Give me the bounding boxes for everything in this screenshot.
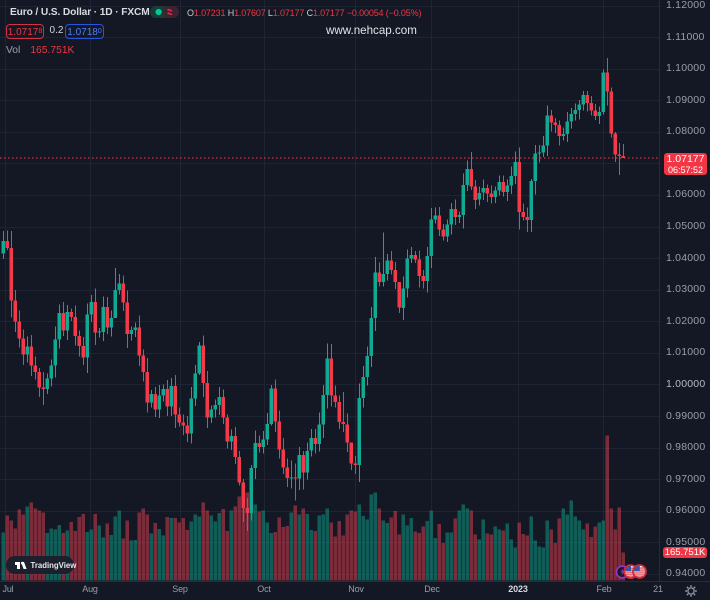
svg-text:TradingView: TradingView: [31, 561, 78, 570]
